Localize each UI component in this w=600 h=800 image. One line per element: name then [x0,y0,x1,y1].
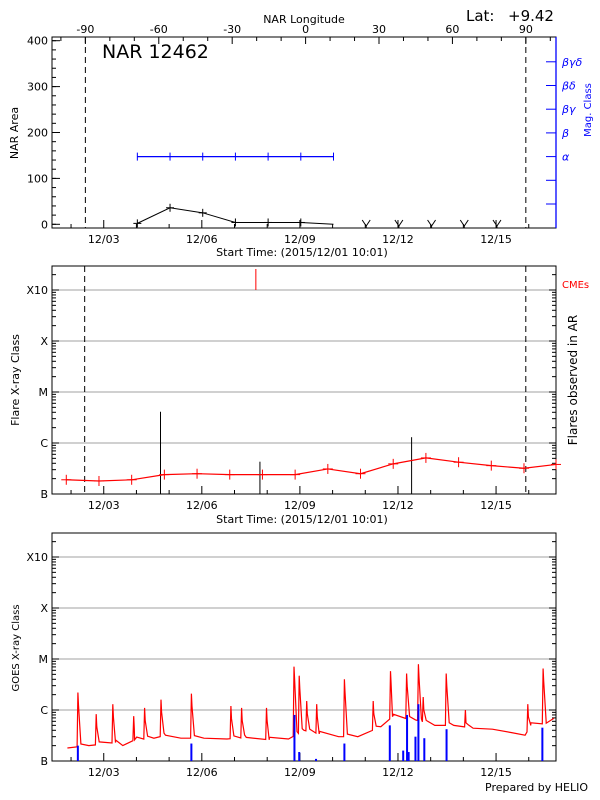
goes-event-bar [541,727,544,761]
flare-level-line [66,457,557,482]
goes-event-bar [76,745,79,761]
panel1-plot-frame [51,36,557,229]
panel3-x-tick-label: 12/09 [284,766,316,779]
goes-event-bar [293,714,296,761]
panel1-x-tick-label: 12/03 [88,233,120,246]
panel3-y-tick-label: C [40,704,48,717]
area-y-tick-label: 300 [27,81,48,94]
panel2-y-tick-label: X10 [26,284,48,297]
panel3-x-tick-label: 12/06 [186,766,218,779]
no-data-arrow-marker [361,219,371,228]
no-data-arrow-marker [459,219,469,228]
goes-event-bar [315,758,318,761]
panel1-x-tick-label: 12/12 [382,233,414,246]
panel2-xlabel: Start Time: (2015/12/01 10:01) [216,513,388,526]
panel3-x-tick-label: 12/15 [480,766,512,779]
goes-event-bar [417,704,420,761]
latitude-label: Lat: [466,7,494,25]
mag-class-tick-label: α [562,151,570,164]
panel2-x-tick-label: 12/03 [88,499,120,512]
panel2-y-tick-label: C [40,437,48,450]
goes-event-bar [343,743,346,761]
panel2-x-tick-label: 12/06 [186,499,218,512]
goes-event-bar [402,750,405,761]
panel2-x-tick-label: 12/12 [382,499,414,512]
panel3-y-tick-label: B [40,755,48,768]
goes-event-bar [298,752,301,761]
longitude-tick-label: -60 [150,23,168,36]
longitude-tick-label: 30 [372,23,386,36]
mag-class-tick-label: β [561,127,569,140]
goes-event-bar [407,752,410,761]
panel1-x-tick-label: 12/15 [480,233,512,246]
panel1-x-tick-label: 12/09 [284,233,316,246]
latitude-value: +9.42 [508,7,554,25]
cme-label: CMEs [562,280,589,291]
nar-title: NAR 12462 [102,41,209,63]
mag-class-tick-label: βγ [561,103,576,116]
panel2-x-tick-label: 12/15 [480,499,512,512]
no-data-arrow-marker [394,219,404,228]
goes-event-bar [414,736,417,761]
panel2-y-tick-label: X [40,335,48,348]
goes-event-bar [406,714,409,761]
longitude-tick-label: 90 [519,23,533,36]
panel2-plot-frame [51,265,557,495]
longitude-tick-label: 0 [302,23,309,36]
panel3-y-tick-label: X [40,602,48,615]
panel3-y-tick-label: M [39,653,49,666]
area-y-tick-label: 200 [27,127,48,140]
mag-class-tick-label: βγδ [561,56,583,69]
plot-layer: -90 -60 -30 0 30 60 90 0 100 200 300 400 αβ βγ βδ βγδ 12… [26,23,582,779]
no-data-arrow-marker [427,219,436,228]
longitude-tick-label: 60 [445,23,459,36]
goes-event-bar [190,743,193,761]
panel2-ylabel: Flare X-ray Class [9,334,22,426]
panel2-x-tick-label: 12/09 [284,499,316,512]
panel3-x-tick-label: 12/12 [382,766,414,779]
goes-flux-line [67,664,555,749]
goes-event-bar [445,729,448,761]
area-y-tick-label: 100 [27,172,48,185]
panel2-y-tick-label: B [40,488,48,501]
panel1-xlabel: Start Time: (2015/12/01 10:01) [216,246,388,259]
longitude-tick-label: -30 [223,23,241,36]
panel2-y-tick-label: M [39,386,49,399]
area-y-tick-label: 0 [41,218,48,231]
panel1-x-tick-label: 12/06 [186,233,218,246]
no-data-arrow-marker [492,219,502,228]
top-axis-label: NAR Longitude [263,13,345,26]
panel1-ylabel: NAR Area [8,107,21,159]
area-y-tick-label: 400 [27,35,48,48]
panel3-ylabel: GOES X-ray Class [11,604,22,691]
credit-text: Prepared by HELIO [485,781,588,794]
goes-event-bar [423,738,426,761]
panel2-y2label: Flares observed in AR [566,315,580,445]
panel3-y-tick-label: X10 [26,551,48,564]
panel1-y2label: Mag. Class [583,83,594,137]
longitude-tick-label: -90 [76,23,94,36]
mag-class-tick-label: βδ [561,80,576,93]
goes-event-bar [388,725,391,761]
panel3-plot-frame [51,532,557,762]
panel3-x-tick-label: 12/03 [88,766,120,779]
